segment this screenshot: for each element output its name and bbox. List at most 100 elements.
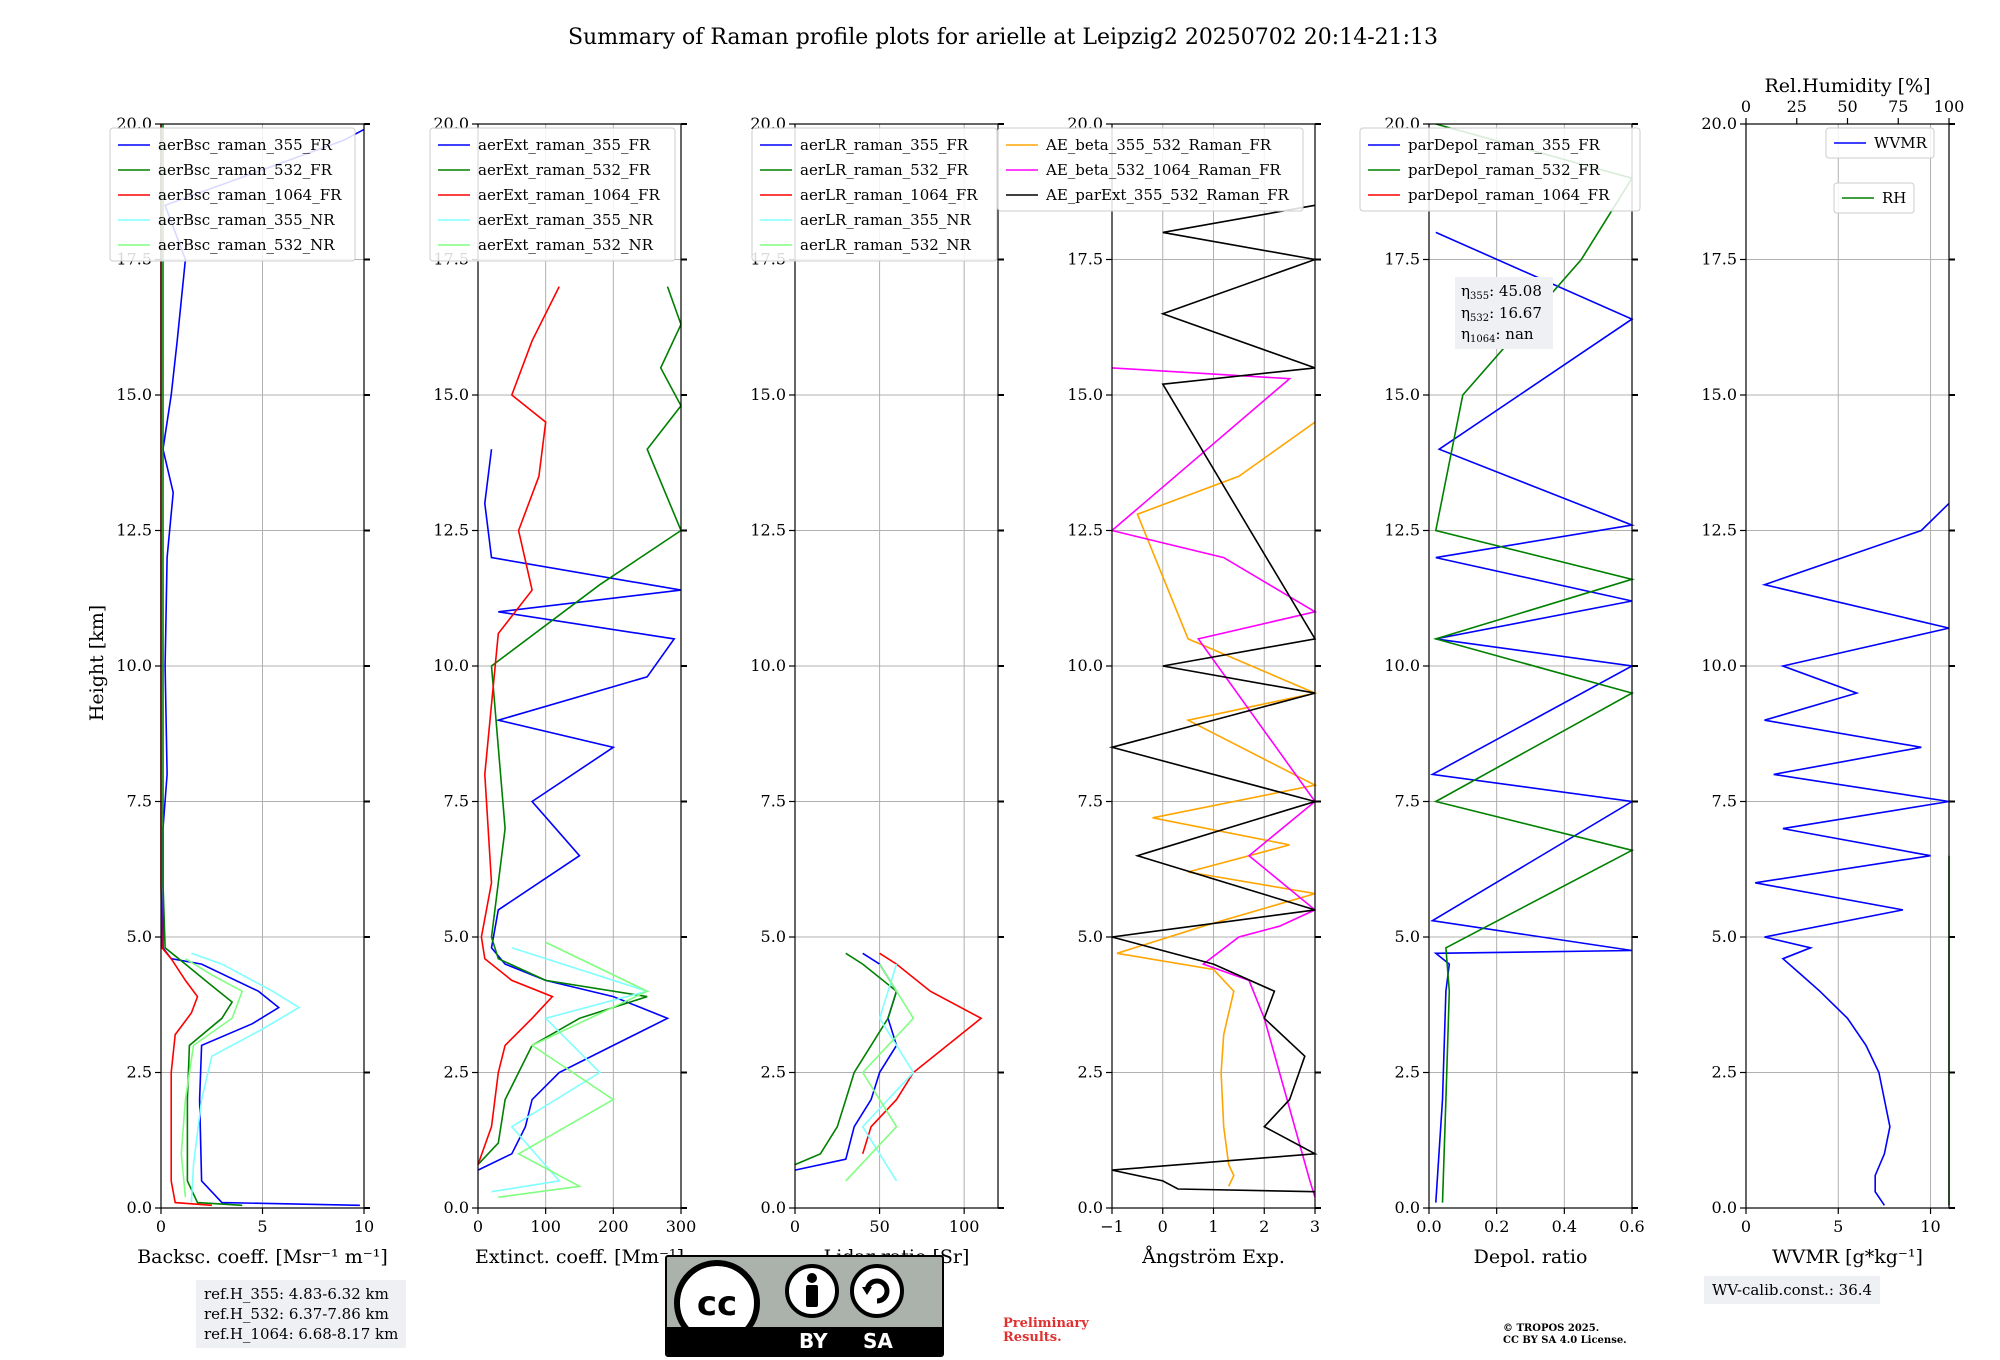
legend-label: WVMR: [1874, 134, 1928, 152]
y-tick-label: 12.5: [1701, 521, 1737, 540]
panel-depol: 0.02.55.07.510.012.515.017.520.00.0 0.2 0.…: [1359, 114, 1645, 1268]
y-tick-label: 15.0: [116, 385, 152, 404]
series-line-aerBsc_raman_355_NR: [190, 952, 301, 1203]
panel-extinction: 0.02.55.07.510.012.515.017.520.001002003…: [429, 114, 696, 1268]
y-tick-label: 17.5: [1701, 250, 1737, 269]
series-line-parDepol_raman_532_FR: [1432, 123, 1636, 1203]
y-tick-label: 20.0: [1701, 114, 1737, 133]
legend-box: [751, 127, 998, 262]
eta-annotation: η355: 45.08 η532: 16.67 η1064: nan: [1455, 277, 1553, 349]
legend-label: AE_beta_355_532_Raman_FR: [1045, 136, 1272, 154]
y-tick-label: 7.5: [1712, 792, 1737, 811]
y-tick-label: 10.0: [433, 656, 469, 675]
y-tick-label: 15.0: [433, 385, 469, 404]
legend-label: aerBsc_raman_355_NR: [158, 211, 335, 229]
legend-box: [1359, 127, 1641, 212]
legend-label: parDepol_raman_532_FR: [1408, 161, 1601, 179]
x-tick-label: 0.6: [1619, 1217, 1644, 1236]
legend-label: aerLR_raman_532_FR: [800, 161, 969, 179]
legend-label: parDepol_raman_1064_FR: [1408, 186, 1610, 204]
top-tick-label: 100: [1934, 97, 1965, 116]
ref-height-1064: ref.H_1064: 6.68-8.17 km: [204, 1325, 399, 1343]
top-tick-label: 25: [1787, 97, 1807, 116]
legend-label: aerBsc_raman_1064_FR: [158, 186, 342, 204]
x-tick-label: 0: [473, 1217, 483, 1236]
x-tick-label: 10: [354, 1217, 374, 1236]
series-line-AE_beta_532_1064_Raman_FR: [1110, 367, 1318, 1198]
series-line-aerExt_raman_532_FR: [477, 286, 682, 1166]
series-line-aerLR_raman_532_FR: [794, 952, 898, 1166]
x-tick-label: 0: [1741, 1217, 1751, 1236]
y-tick-label: 10.0: [1384, 656, 1420, 675]
legend-label: aerLR_raman_1064_FR: [800, 186, 978, 204]
x-tick-label: 0: [156, 1217, 166, 1236]
y-tick-label: 15.0: [1067, 385, 1103, 404]
cc-icon: cc: [674, 1260, 760, 1327]
series-line-aerExt_raman_355_FR: [477, 449, 682, 1171]
series-line-aerBsc_raman_355_FR: [162, 128, 365, 1207]
x-axis-label: Backsc. coeff. [Msr⁻¹ m⁻¹]: [137, 1246, 388, 1268]
y-tick-label: 2.5: [1712, 1063, 1737, 1082]
preliminary-results-note: Preliminary Results.: [1003, 1317, 1089, 1345]
y-tick-label: 15.0: [1701, 385, 1737, 404]
x-tick-label: 5: [257, 1217, 267, 1236]
series-line-aerExt_raman_532_NR: [498, 941, 650, 1198]
eta532-value: 16.67: [1499, 304, 1542, 322]
by-person-icon: [785, 1264, 839, 1318]
legend-label: aerBsc_raman_532_FR: [158, 161, 333, 179]
series-line-aerExt_raman_1064_FR: [477, 286, 560, 1165]
x-tick-label: 2: [1259, 1217, 1269, 1236]
y-tick-label: 12.5: [750, 521, 786, 540]
preliminary-line-2: Results.: [1003, 1330, 1062, 1345]
legend-box: [429, 127, 676, 262]
y-axis-label: Height [km]: [86, 605, 108, 721]
top-tick-label: 0: [1741, 97, 1751, 116]
legend-label: aerExt_raman_355_FR: [478, 136, 651, 154]
x-tick-label: 0.0: [1416, 1217, 1441, 1236]
y-tick-label: 10.0: [1701, 656, 1737, 675]
panel-lidar-ratio: 0.02.55.07.510.012.515.017.520.0050100Li…: [750, 114, 1004, 1268]
cc-sa-label: SA: [863, 1329, 893, 1353]
series-line-aerBsc_raman_532_FR: [162, 124, 243, 1207]
top-axis-label: Rel.Humidity [%]: [1764, 75, 1930, 97]
reference-height-box: ref.H_355: 4.83-6.32 km ref.H_532: 6.37-…: [196, 1280, 407, 1348]
legend-label: aerLR_raman_355_FR: [800, 136, 969, 154]
cc-by-label: BY: [799, 1329, 828, 1353]
y-tick-label: 10.0: [116, 656, 152, 675]
svg-text:cc: cc: [697, 1284, 737, 1324]
legend-label: aerLR_raman_532_NR: [800, 236, 971, 254]
y-tick-label: 2.5: [444, 1063, 469, 1082]
x-tick-label: 10: [1920, 1217, 1940, 1236]
y-tick-label: 2.5: [761, 1063, 786, 1082]
y-tick-label: 12.5: [1384, 521, 1420, 540]
ref-height-532: ref.H_532: 6.37-7.86 km: [204, 1305, 389, 1323]
y-tick-label: 0.0: [1078, 1198, 1103, 1217]
y-tick-label: 0.0: [1395, 1198, 1420, 1217]
series-line-parDepol_raman_355_FR: [1429, 231, 1635, 1203]
x-axis-label: Extinct. coeff. [Mm⁻¹]: [475, 1246, 684, 1268]
legend-label: parDepol_raman_355_FR: [1408, 136, 1601, 154]
y-tick-label: 15.0: [750, 385, 786, 404]
y-tick-label: 0.0: [761, 1198, 786, 1217]
y-tick-label: 5.0: [1712, 927, 1737, 946]
x-tick-label: 0: [1158, 1217, 1168, 1236]
y-tick-label: 0.0: [1712, 1198, 1737, 1217]
series-line-aerBsc_raman_1064_FR: [160, 124, 212, 1207]
y-tick-label: 7.5: [761, 792, 786, 811]
series-line-AE_beta_355_532_Raman_FR: [1116, 421, 1318, 1187]
x-tick-label: 0.4: [1552, 1217, 1577, 1236]
y-tick-label: 7.5: [444, 792, 469, 811]
legend-label: aerExt_raman_532_NR: [478, 236, 654, 254]
y-tick-label: 2.5: [1395, 1063, 1420, 1082]
series-line-WVMR: [1755, 502, 1950, 1206]
x-tick-label: 50: [869, 1217, 889, 1236]
y-tick-label: 7.5: [127, 792, 152, 811]
x-axis-label: Ångström Exp.: [1141, 1246, 1285, 1268]
x-tick-label: 5: [1833, 1217, 1843, 1236]
eta355-value: 45.08: [1499, 282, 1542, 300]
y-tick-label: 12.5: [433, 521, 469, 540]
y-tick-label: 12.5: [1067, 521, 1103, 540]
y-tick-label: 5.0: [761, 927, 786, 946]
copyright-note: © TROPOS 2025. CC BY SA 4.0 License.: [1503, 1323, 1627, 1347]
